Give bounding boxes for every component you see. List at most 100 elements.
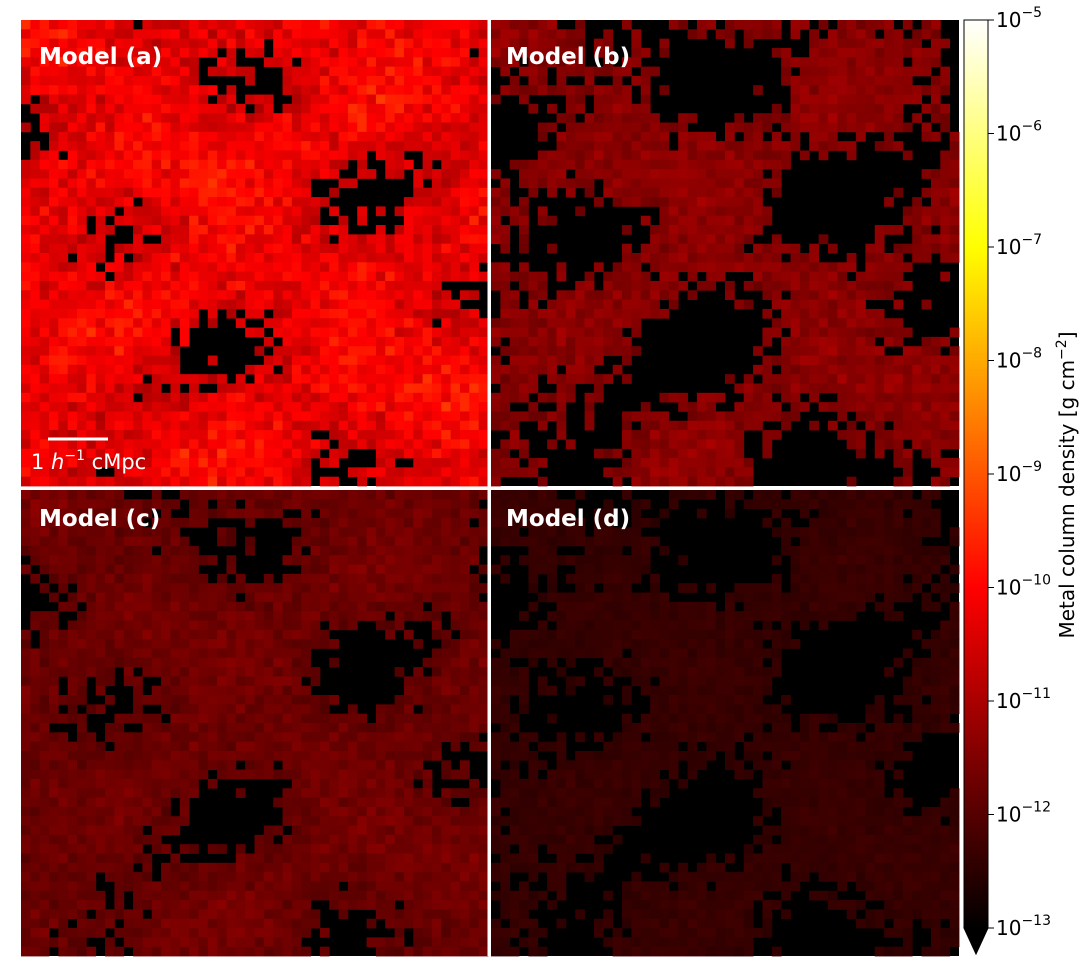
heatmap-cell xyxy=(357,113,367,123)
heatmap-cell xyxy=(49,253,59,263)
heatmap-cell xyxy=(865,20,876,30)
heatmap-cell xyxy=(39,648,50,659)
heatmap-cell xyxy=(245,253,255,263)
heatmap-cell xyxy=(469,648,480,659)
heatmap-cell xyxy=(631,122,642,133)
heatmap-cell xyxy=(133,318,143,328)
heatmap-cell xyxy=(198,47,209,58)
heatmap-cell xyxy=(603,308,614,319)
heatmap-cell xyxy=(469,364,480,375)
heatmap-cell xyxy=(930,206,941,217)
heatmap-cell xyxy=(902,280,913,291)
heatmap-cell xyxy=(170,280,181,291)
heatmap-cell xyxy=(142,141,153,151)
heatmap-cell xyxy=(189,695,199,705)
heatmap-cell xyxy=(930,402,941,412)
heatmap-cell xyxy=(170,713,181,724)
heatmap-cell xyxy=(254,280,265,291)
heatmap-cell xyxy=(77,392,87,403)
heatmap-cell xyxy=(385,336,395,347)
heatmap-cell xyxy=(450,458,461,468)
heatmap-cell xyxy=(357,318,367,328)
heatmap-cell xyxy=(49,271,59,282)
heatmap-cell xyxy=(114,458,125,468)
heatmap-cell xyxy=(450,355,461,366)
heatmap-cell xyxy=(650,280,660,291)
heatmap-cell xyxy=(403,732,414,743)
heatmap-cell xyxy=(319,601,330,612)
heatmap-cell xyxy=(622,122,632,133)
heatmap-cell xyxy=(469,150,480,161)
heatmap-cell xyxy=(151,271,162,282)
heatmap-cell xyxy=(422,85,433,95)
heatmap-cell xyxy=(114,555,125,565)
heatmap-cell xyxy=(884,20,894,30)
heatmap-cell xyxy=(450,243,461,254)
heatmap-cell xyxy=(39,527,50,537)
heatmap-cell xyxy=(254,448,265,459)
heatmap-cell xyxy=(715,178,726,189)
heatmap-cell xyxy=(902,85,913,95)
heatmap-cell xyxy=(86,178,97,189)
heatmap-cell xyxy=(198,741,209,752)
heatmap-cell xyxy=(385,458,395,468)
heatmap-cell xyxy=(39,411,50,422)
heatmap-cell xyxy=(500,290,511,300)
heatmap-cell xyxy=(422,536,433,547)
heatmap-cell xyxy=(282,648,293,659)
heatmap-cell xyxy=(133,750,143,761)
heatmap-cell xyxy=(282,667,293,677)
heatmap-cell xyxy=(30,159,41,170)
heatmap-cell xyxy=(329,750,339,761)
heatmap-cell xyxy=(902,66,913,77)
heatmap-cell xyxy=(123,20,134,30)
heatmap-cell xyxy=(537,47,548,58)
heatmap-cell xyxy=(235,723,246,733)
heatmap-cell xyxy=(217,430,227,440)
heatmap-cell xyxy=(273,732,283,743)
heatmap-cell xyxy=(235,583,246,593)
heatmap-cell xyxy=(385,430,395,440)
heatmap-cell xyxy=(469,573,480,584)
heatmap-cell xyxy=(790,122,801,133)
heatmap-cell xyxy=(687,458,698,468)
heatmap-cell xyxy=(170,122,181,133)
heatmap-cell xyxy=(207,448,218,459)
heatmap-cell xyxy=(394,592,405,603)
heatmap-cell xyxy=(385,75,395,86)
heatmap-cell xyxy=(319,629,330,640)
heatmap-cell xyxy=(39,234,50,245)
heatmap-cell xyxy=(263,206,274,217)
heatmap-cell xyxy=(77,527,87,537)
heatmap-cell xyxy=(263,458,274,468)
heatmap-cell xyxy=(422,253,433,263)
heatmap-cell xyxy=(329,103,339,114)
heatmap-cell xyxy=(818,327,829,338)
heatmap-cell xyxy=(170,573,181,584)
heatmap-cell xyxy=(86,141,97,151)
heatmap-cell xyxy=(413,253,424,263)
heatmap-cell xyxy=(207,178,218,189)
heatmap-cell xyxy=(291,253,302,263)
heatmap-cell xyxy=(245,583,255,593)
heatmap-cell xyxy=(706,458,717,468)
heatmap-cell xyxy=(151,639,162,649)
heatmap-cell xyxy=(49,458,59,468)
heatmap-cell xyxy=(431,234,442,245)
heatmap-cell xyxy=(142,750,153,761)
heatmap-cell xyxy=(459,197,470,207)
heatmap-cell xyxy=(67,476,78,487)
heatmap-cell xyxy=(67,318,78,328)
heatmap-cell xyxy=(105,458,115,468)
heatmap-cell xyxy=(640,420,651,431)
heatmap-cell xyxy=(319,131,330,142)
heatmap-cell xyxy=(301,517,311,528)
heatmap-cell xyxy=(528,346,539,356)
heatmap-cell xyxy=(743,225,754,235)
heatmap-cell xyxy=(902,243,913,254)
heatmap-cell xyxy=(668,225,679,235)
heatmap-cell xyxy=(385,253,395,263)
heatmap-cell xyxy=(537,169,548,179)
heatmap-cell xyxy=(49,629,59,640)
heatmap-cell xyxy=(161,685,171,696)
